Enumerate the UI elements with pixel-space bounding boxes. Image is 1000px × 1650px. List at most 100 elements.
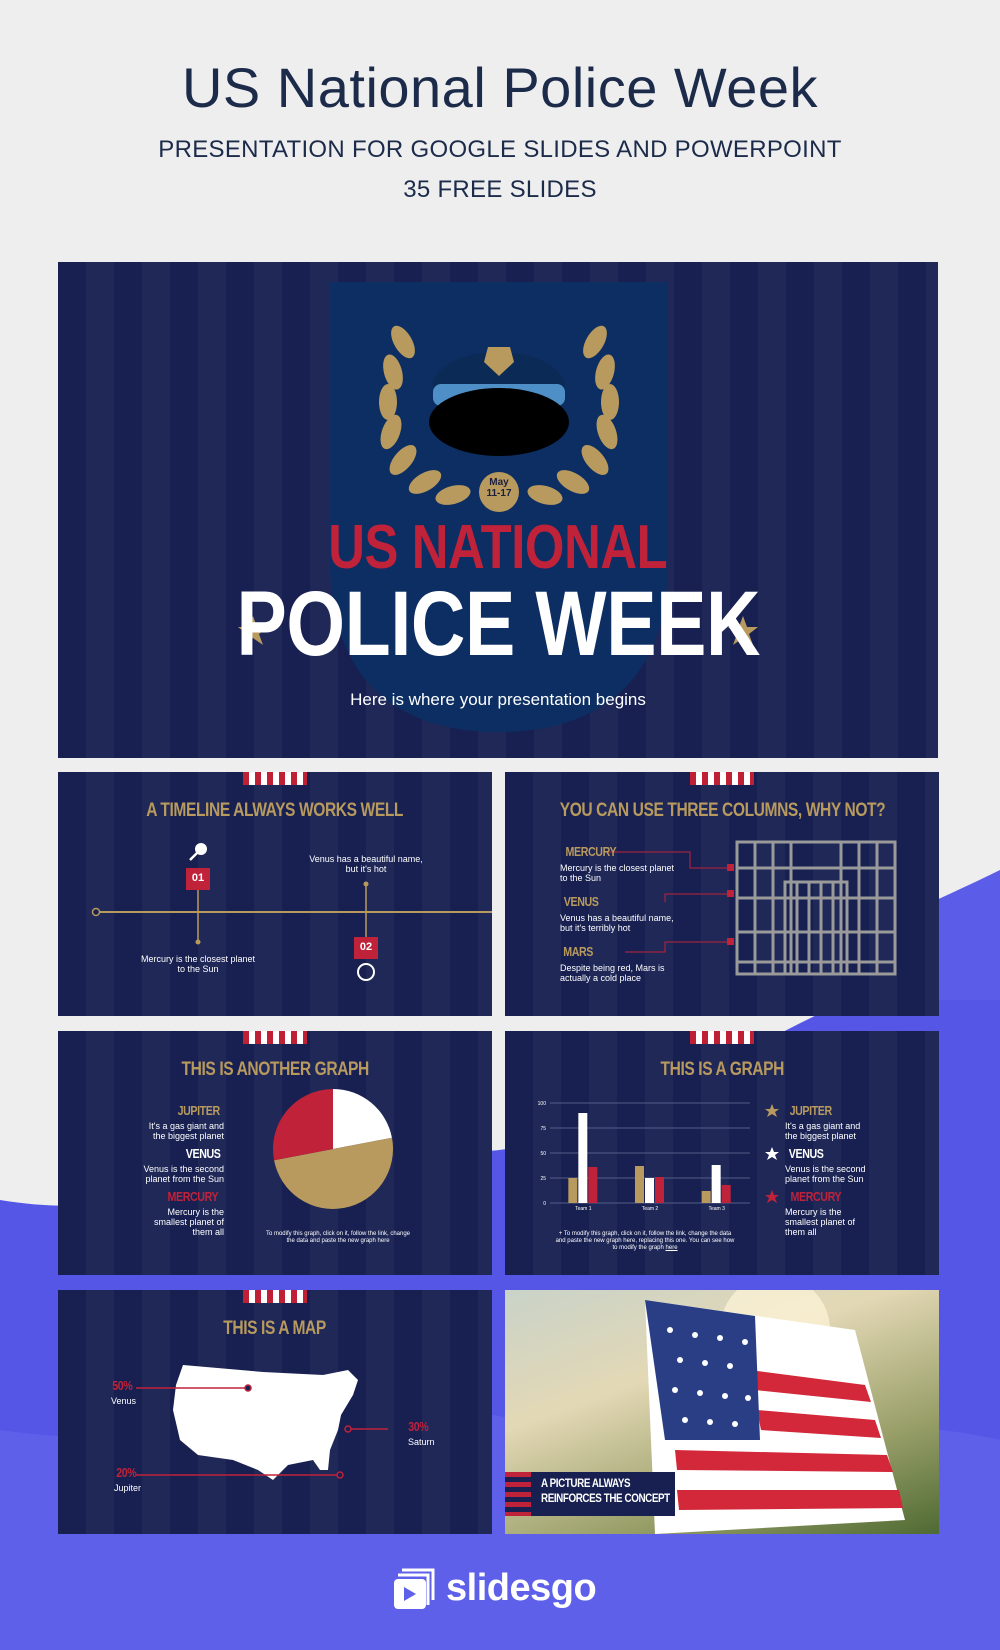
timeline-graphic — [91, 843, 492, 981]
pie-item-2-text-b: planet from the Sun — [145, 1174, 224, 1184]
pie-note-b: the data and paste the new graph here — [286, 1238, 390, 1244]
bar-item-3-text-b: smallest planet of — [785, 1217, 856, 1227]
flag-photo — [505, 1290, 905, 1534]
y-tick-label: 0 — [543, 1201, 546, 1207]
pie-item-1-text-b: the biggest planet — [152, 1131, 224, 1141]
timeline-step2-text-a: Venus has a beautiful name, — [309, 854, 423, 864]
key-icon — [195, 843, 207, 855]
cover-line2: POLICE WEEK — [236, 573, 760, 675]
column-3-text-a: Despite being red, Mars is — [560, 963, 665, 973]
pie-item-3-text-c: them all — [192, 1227, 224, 1237]
bar-item-3-text-c: them all — [785, 1227, 817, 1237]
bar-1-1 — [568, 1178, 578, 1203]
cover-tagline: Here is where your presentation begins — [350, 690, 646, 709]
pie-title: THIS IS ANOTHER GRAPH — [181, 1059, 369, 1080]
map-point-1-label: Venus — [111, 1396, 137, 1406]
us-map — [136, 1365, 388, 1480]
column-2-name: VENUS — [563, 894, 599, 909]
bar-chart[interactable]: 0 25 50 75 100 Team 1 Team 2 Team 3 — [505, 1031, 939, 1275]
bar-item-3-name: MERCURY — [790, 1189, 842, 1204]
pie-item-3-name: MERCURY — [167, 1189, 219, 1204]
bar-item-3-text-a: Mercury is the — [785, 1207, 842, 1217]
map-point-3-pct: 20% — [116, 1465, 137, 1480]
jail-bars-graphic — [605, 840, 897, 976]
cover-slide[interactable]: May 11-17 US NATIONAL POLICE WEEK Here i… — [58, 262, 938, 758]
photo-caption-b: REINFORCES THE CONCEPT — [541, 1491, 670, 1505]
bar-item-1-text-b: the biggest planet — [785, 1131, 857, 1141]
cover-line1: US NATIONAL — [328, 513, 668, 582]
columns-title: YOU CAN USE THREE COLUMNS, WHY NOT? — [559, 800, 885, 821]
bar-item-1-text-a: It's a gas giant and — [785, 1121, 861, 1131]
pie-chart[interactable] — [58, 1031, 492, 1275]
pie-item-3-text-a: Mercury is the — [167, 1207, 224, 1217]
column-2-text-a: Venus has a beautiful name, — [560, 913, 674, 923]
pie-slice-3 — [273, 1089, 333, 1161]
column-1-text-b: to the Sun — [560, 873, 602, 883]
timeline-step2-text-b: but it's hot — [345, 864, 387, 874]
bar-2-1 — [635, 1166, 644, 1203]
pie-slice-2 — [274, 1137, 393, 1209]
star-icon — [765, 1147, 779, 1160]
bar-1-2 — [578, 1113, 588, 1203]
column-3-name: MARS — [563, 944, 594, 959]
timeline-step1-text-a: Mercury is the closest planet — [140, 954, 256, 964]
y-tick-label: 100 — [538, 1101, 547, 1107]
map-slide[interactable]: THIS IS A MAP 50% Venus 30% Saturn 20% J… — [58, 1290, 492, 1534]
pie-note-a: To modify this graph, click on it, follo… — [265, 1231, 411, 1237]
page-title: US National Police Week — [181, 56, 819, 119]
timeline-title: A TIMELINE ALWAYS WORKS WELL — [146, 800, 404, 821]
bar-item-2-name: VENUS — [788, 1146, 824, 1161]
star-icon — [765, 1190, 779, 1203]
bar-2-3 — [655, 1177, 664, 1203]
bar-note-b: and paste the new graph here, replacing … — [555, 1238, 735, 1244]
map-title: THIS IS A MAP — [223, 1318, 327, 1339]
timeline-step1-text-b: to the Sun — [177, 964, 219, 974]
cover-art — [238, 282, 758, 732]
pie-item-1-text-a: It's a gas giant and — [148, 1121, 224, 1131]
bar-3-3 — [721, 1185, 731, 1203]
footer-brand: slidesgo — [446, 1567, 597, 1609]
y-tick-label: 75 — [540, 1126, 546, 1132]
flag-tab — [690, 772, 754, 785]
photo-caption-a: A PICTURE ALWAYS — [541, 1476, 631, 1490]
pie-graph-slide[interactable]: THIS IS ANOTHER GRAPH JUPITER It's a gas… — [58, 1031, 492, 1275]
slidesgo-logo[interactable]: slidesgo — [390, 1565, 610, 1615]
bar-legend-stars — [765, 1104, 779, 1203]
x-tick-label: Team 1 — [575, 1206, 592, 1212]
timeline-step2-num: 02 — [359, 941, 373, 953]
flag-tab — [690, 1031, 754, 1044]
y-tick-label: 25 — [540, 1176, 546, 1182]
slides-count: 35 FREE SLIDES — [403, 176, 597, 203]
star-icon — [765, 1104, 779, 1117]
bar-2-2 — [645, 1178, 654, 1203]
map-point-3-label: Jupiter — [114, 1483, 142, 1493]
bar-graph-slide[interactable]: THIS IS A GRAPH 0 25 50 75 100 Team 1 Team 2 Te… — [505, 1031, 939, 1275]
bar-note-link[interactable]: here — [665, 1245, 678, 1251]
headset-icon — [357, 963, 375, 981]
bar-note-c: to modify the graph — [612, 1245, 664, 1251]
bar-title: THIS IS A GRAPH — [660, 1059, 784, 1080]
map-point-2-label: Saturn — [408, 1437, 435, 1447]
photo-slide[interactable]: A PICTURE ALWAYS REINFORCES THE CONCEPT — [505, 1290, 939, 1534]
flag-tab — [243, 772, 307, 785]
page-subtitle: PRESENTATION FOR GOOGLE SLIDES AND POWER… — [158, 136, 842, 163]
column-1-name: MERCURY — [565, 844, 617, 859]
bar-item-1-name: JUPITER — [789, 1103, 833, 1118]
pie-item-2-name: VENUS — [185, 1146, 221, 1161]
x-tick-label: Team 2 — [642, 1206, 659, 1212]
three-columns-slide[interactable]: YOU CAN USE THREE COLUMNS, WHY NOT? MERC — [505, 772, 939, 1016]
bar-1-3 — [588, 1167, 598, 1203]
timeline-slide[interactable]: A TIMELINE ALWAYS WORKS WELL 01 02 Mercu… — [58, 772, 492, 1016]
pie-item-2-text-a: Venus is the second — [143, 1164, 224, 1174]
flag-tab — [243, 1031, 307, 1044]
bar-3-2 — [711, 1165, 721, 1203]
pie-slice-1 — [333, 1089, 392, 1149]
x-tick-label: Team 3 — [708, 1206, 725, 1212]
badge-month: May — [489, 477, 509, 488]
flag-tab — [243, 1290, 307, 1303]
map-point-2-pct: 30% — [408, 1419, 429, 1434]
map-point-1-pct: 50% — [112, 1378, 133, 1393]
timeline-step1-num: 01 — [191, 872, 205, 884]
column-1-text-a: Mercury is the closest planet — [560, 863, 675, 873]
slidesgo-icon — [394, 1568, 435, 1609]
